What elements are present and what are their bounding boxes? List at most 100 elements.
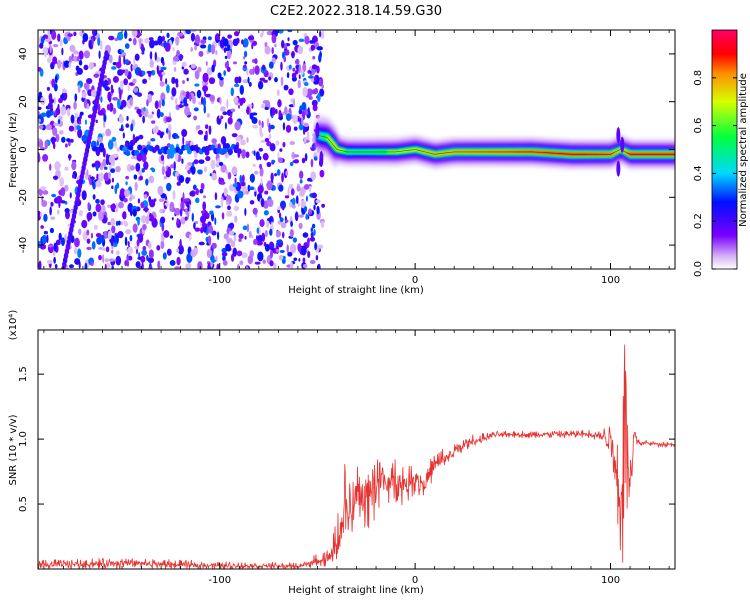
spectrogram-noise-blob bbox=[237, 190, 244, 199]
spectrogram-noise-blob bbox=[126, 163, 133, 172]
spectrogram-noise-blob bbox=[102, 247, 106, 252]
spectrogram-noise-blob bbox=[206, 248, 212, 258]
spectrogram-noise-blob bbox=[38, 118, 41, 123]
spectrogram-noise-blob bbox=[135, 162, 141, 172]
spectrogram-noise-blob bbox=[90, 89, 97, 97]
spectrogram-noise-blob bbox=[160, 239, 165, 250]
spectrogram-image bbox=[38, 30, 675, 269]
spectrogram-noise-blob bbox=[292, 159, 299, 164]
spectrogram-noise-blob bbox=[119, 91, 122, 100]
spectrogram-noise-blob bbox=[100, 199, 105, 206]
spectrogram-noise-blob bbox=[71, 161, 77, 171]
spectrogram-noise-blob bbox=[271, 47, 274, 54]
spectrogram-noise-blob bbox=[53, 256, 56, 264]
spectrogram-noise-blob bbox=[254, 58, 258, 65]
spectrogram-spike-blob bbox=[616, 160, 621, 177]
spectrogram-noise-blob bbox=[174, 207, 181, 216]
spectrogram-noise-blob bbox=[181, 158, 184, 164]
spectrogram-noise-blob bbox=[302, 257, 306, 263]
spectrogram-noise-blob bbox=[175, 36, 180, 46]
spectrogram-noise-blob bbox=[292, 114, 298, 124]
spectrogram-noise-blob bbox=[229, 222, 235, 230]
spectrogram-noise-blob bbox=[215, 205, 221, 209]
spectrogram-noise-blob bbox=[207, 36, 212, 41]
spectrogram-noise-blob bbox=[181, 66, 185, 70]
spectrogram-noise-blob bbox=[263, 210, 269, 216]
spectrogram-noise-blob bbox=[238, 238, 242, 242]
spectrogram-noise-blob bbox=[300, 116, 304, 126]
spectrogram-noise-blob bbox=[185, 177, 190, 184]
spectrogram-noise-blob bbox=[319, 88, 325, 97]
spectrogram-noise-blob bbox=[169, 201, 175, 212]
spectrogram-noise-blob bbox=[318, 78, 323, 86]
spectrogram-noise-blob bbox=[64, 166, 69, 171]
spectrogram-noise-blob bbox=[56, 209, 60, 215]
spectrogram-noise-blob bbox=[194, 70, 200, 80]
spectrogram-spike-blob bbox=[616, 127, 621, 144]
spectrogram-noise-blob bbox=[193, 115, 197, 121]
spectrogram-noise-blob bbox=[74, 237, 80, 248]
spectrogram-noise-blob bbox=[215, 255, 218, 263]
spectrogram-noise-blob bbox=[282, 256, 286, 261]
spectrogram-noise-blob bbox=[310, 158, 314, 168]
spectrogram-noise-blob bbox=[82, 32, 89, 42]
spectrogram-noise-blob bbox=[186, 111, 192, 116]
spectrogram-noise-blob bbox=[176, 248, 180, 253]
spectrogram-noise-blob bbox=[222, 259, 228, 266]
spectrogram-noise-blob bbox=[44, 35, 49, 39]
spectrogram-noise-blob bbox=[273, 186, 276, 191]
colorbar-tick-label: 0.8 bbox=[693, 70, 704, 86]
snr-series-line bbox=[38, 344, 675, 569]
spectrogram-noise-blob bbox=[181, 91, 187, 96]
spectrogram-noise-blob bbox=[102, 132, 105, 137]
spectrogram-noise-blob bbox=[160, 154, 165, 162]
spectrogram-noise-blob bbox=[95, 233, 102, 238]
spectrogram-noise-blob bbox=[222, 111, 228, 116]
spectrogram-noise-blob bbox=[280, 76, 284, 87]
spectrogram-noise-blob bbox=[104, 258, 110, 263]
spectrogram-noise-blob bbox=[160, 216, 166, 224]
spectrogram-noise-blob bbox=[148, 37, 154, 41]
spectrogram-noise-blob bbox=[310, 171, 317, 181]
spectrogram-noise-blob bbox=[273, 262, 277, 269]
spectrogram-noise-blob bbox=[140, 201, 145, 209]
spectrogram-noise-blob bbox=[290, 98, 294, 103]
spectrogram-noise-blob bbox=[40, 36, 45, 45]
spectrogram-noise-blob bbox=[91, 163, 96, 168]
spectrogram-noise-blob bbox=[268, 133, 272, 140]
spectrogram-noise-blob bbox=[254, 65, 260, 75]
spectrogram-noise-blob bbox=[60, 237, 65, 247]
spectrogram-noise-blob bbox=[239, 260, 244, 266]
spectrogram-noise-blob bbox=[207, 235, 212, 245]
spectrogram-noise-blob bbox=[132, 64, 136, 70]
spectrogram-noise-blob bbox=[149, 39, 155, 49]
spectrogram-noise-blob bbox=[307, 250, 311, 259]
spectrogram-noise-blob bbox=[277, 206, 281, 211]
spectrogram-noise-blob bbox=[204, 81, 209, 86]
colorbar-tick-label: 0.6 bbox=[693, 118, 704, 134]
spectrogram-noise-blob bbox=[66, 107, 71, 117]
spectrogram-noise-blob bbox=[95, 180, 102, 188]
spectrogram-noise-blob bbox=[235, 137, 242, 142]
spectrogram-noise-blob bbox=[203, 166, 208, 173]
spectrogram-noise-blob bbox=[278, 116, 284, 120]
spectrogram-noise-blob bbox=[167, 123, 172, 133]
spectrogram-noise-blob bbox=[68, 140, 71, 147]
spectrogram-noise-blob bbox=[298, 214, 304, 218]
spectrogram-noise-blob bbox=[133, 87, 139, 93]
spectrogram-noise-blob bbox=[97, 37, 101, 46]
spectrogram-noise-blob bbox=[45, 124, 52, 131]
spectrogram-noise-blob bbox=[309, 236, 316, 242]
spectrogram-noise-blob bbox=[311, 64, 318, 70]
spectrogram-noise-blob bbox=[281, 172, 284, 183]
spectrogram-noise-blob bbox=[303, 82, 309, 87]
spectrogram-noise-blob bbox=[295, 64, 299, 69]
spectrogram-noise-blob bbox=[170, 95, 174, 101]
spectrogram-noise-blob bbox=[171, 87, 177, 97]
spectrogram-spike-blob bbox=[319, 151, 324, 168]
spectrogram-noise-blob bbox=[292, 237, 297, 243]
spectrogram-signal-cell bbox=[334, 145, 338, 149]
spectrogram-noise-blob bbox=[239, 174, 243, 184]
spectrogram-noise-blob bbox=[175, 135, 180, 139]
